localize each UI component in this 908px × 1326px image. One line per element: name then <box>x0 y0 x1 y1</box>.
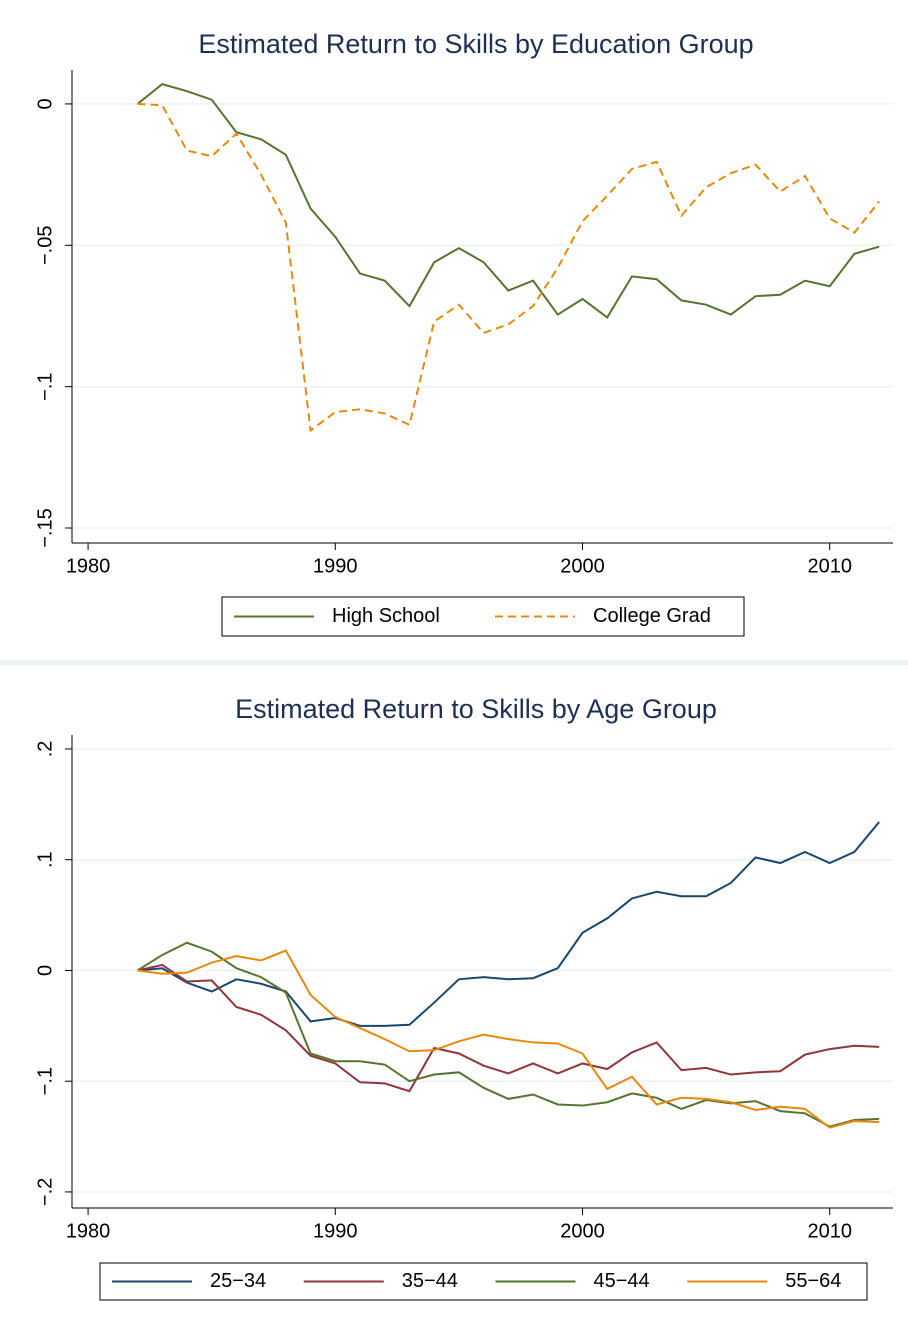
y-tick-label: .1 <box>34 851 56 868</box>
legend-label: 45−44 <box>594 1270 650 1292</box>
series-line <box>137 821 880 1027</box>
y-tick-label: −.2 <box>34 1178 56 1206</box>
y-tick-label: 0 <box>34 98 56 109</box>
x-tick-label: 2010 <box>807 1220 852 1242</box>
y-tick-label: −.1 <box>34 1067 56 1095</box>
y-tick-label: −.05 <box>34 226 56 265</box>
legend-label: High School <box>332 605 440 627</box>
panel-background <box>0 0 908 660</box>
x-tick-label: 1990 <box>313 1220 358 1242</box>
series-line <box>137 949 880 1129</box>
legend-label: 35−44 <box>402 1270 458 1292</box>
x-tick-label: 1980 <box>66 1220 111 1242</box>
y-tick-label: −.1 <box>34 372 56 400</box>
x-tick-label: 1980 <box>66 555 111 577</box>
legend-label: 25−34 <box>210 1270 266 1292</box>
chart-panel: Estimated Return to Skills by Education … <box>0 0 908 660</box>
series-line <box>136 83 880 319</box>
x-tick-label: 2000 <box>560 1220 605 1242</box>
series-line <box>137 102 880 433</box>
y-tick-label: −.15 <box>34 508 56 547</box>
series-line <box>137 963 880 1093</box>
legend-label: College Grad <box>593 605 711 627</box>
chart-panel: Estimated Return to Skills by Age Group.… <box>0 665 908 1326</box>
chart-title: Estimated Return to Skills by Age Group <box>235 694 717 724</box>
y-tick-label: .2 <box>34 741 56 758</box>
x-tick-label: 2010 <box>807 555 852 577</box>
panel-background <box>0 665 908 1326</box>
x-tick-label: 1990 <box>313 555 358 577</box>
series-line <box>136 941 880 1128</box>
chart-title: Estimated Return to Skills by Education … <box>198 29 753 59</box>
legend-label: 55−64 <box>785 1270 841 1292</box>
y-tick-label: 0 <box>34 965 56 976</box>
x-tick-label: 2000 <box>560 555 605 577</box>
